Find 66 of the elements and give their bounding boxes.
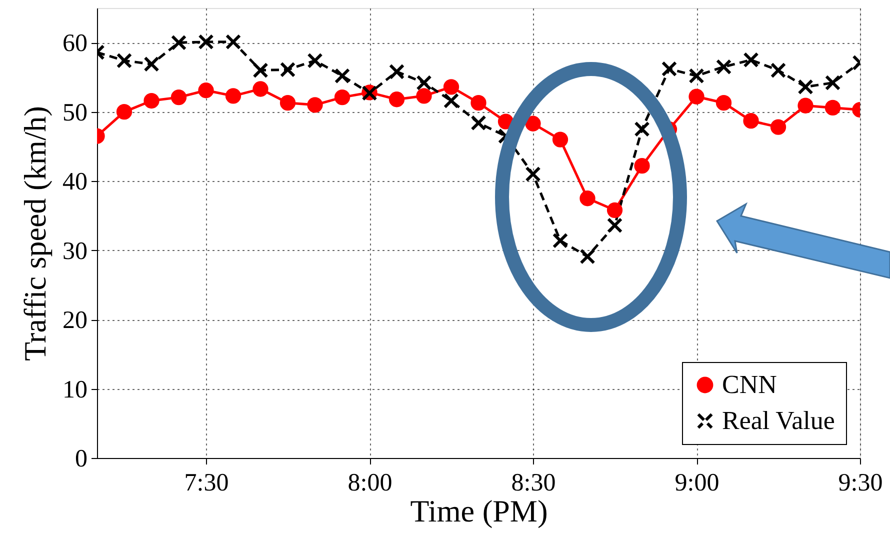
point: [443, 79, 460, 95]
point: [280, 62, 296, 78]
point: [634, 121, 650, 137]
point: [743, 52, 759, 68]
point: [634, 158, 650, 174]
point: [116, 104, 132, 120]
point: [688, 88, 704, 104]
point: [716, 59, 732, 75]
y-tick-label: 40: [62, 168, 88, 196]
legend-label: CNN: [722, 370, 778, 399]
point: [443, 92, 460, 109]
point: [798, 98, 814, 114]
point: [525, 116, 541, 132]
point: [580, 190, 596, 206]
point: [580, 248, 596, 264]
point: [307, 52, 323, 68]
x-tick-label: 8:00: [348, 470, 392, 496]
point: [170, 34, 187, 50]
point: [606, 218, 623, 234]
point: [770, 119, 786, 135]
x-axis-title: Time (PM): [410, 494, 548, 528]
y-tick-label: 50: [62, 99, 88, 126]
point: [416, 74, 432, 91]
point: [470, 115, 486, 131]
point: [470, 95, 486, 111]
point: [252, 62, 268, 78]
point: [280, 95, 296, 111]
point: [170, 89, 187, 106]
x-tick-label: 9:30: [838, 470, 883, 496]
point: [225, 88, 242, 104]
point: [798, 79, 814, 95]
y-axis-title: Traffic speed (km/h): [18, 106, 52, 361]
point: [688, 68, 704, 84]
point: [144, 92, 160, 109]
point: [525, 166, 541, 182]
point: [116, 52, 132, 68]
point: [388, 92, 405, 108]
y-tick-label: 20: [62, 307, 88, 334]
point: [198, 34, 214, 50]
point: [716, 95, 732, 111]
point: [824, 74, 841, 91]
point: [225, 34, 242, 50]
point: [606, 202, 623, 218]
point: [552, 232, 568, 248]
point: [661, 61, 678, 77]
point: [307, 97, 323, 113]
y-tick-label: 10: [62, 376, 88, 404]
point: [498, 114, 514, 130]
x-tick-label: 8:30: [511, 470, 556, 496]
y-tick-label: 60: [62, 30, 88, 58]
legend-label: Real Value: [722, 406, 835, 435]
point: [416, 88, 432, 104]
point: [198, 82, 214, 98]
y-tick-label: 0: [75, 446, 88, 472]
point: [334, 68, 350, 84]
point: [334, 89, 350, 106]
point: [824, 100, 841, 116]
point: [552, 132, 568, 148]
point: [252, 81, 268, 97]
point: [770, 62, 786, 78]
x-tick-label: 7:30: [184, 470, 229, 496]
y-tick-label: 30: [62, 238, 88, 265]
x-tick-label: 9:00: [674, 470, 720, 496]
point: [743, 113, 759, 129]
point: [388, 64, 405, 80]
point: [144, 56, 160, 72]
